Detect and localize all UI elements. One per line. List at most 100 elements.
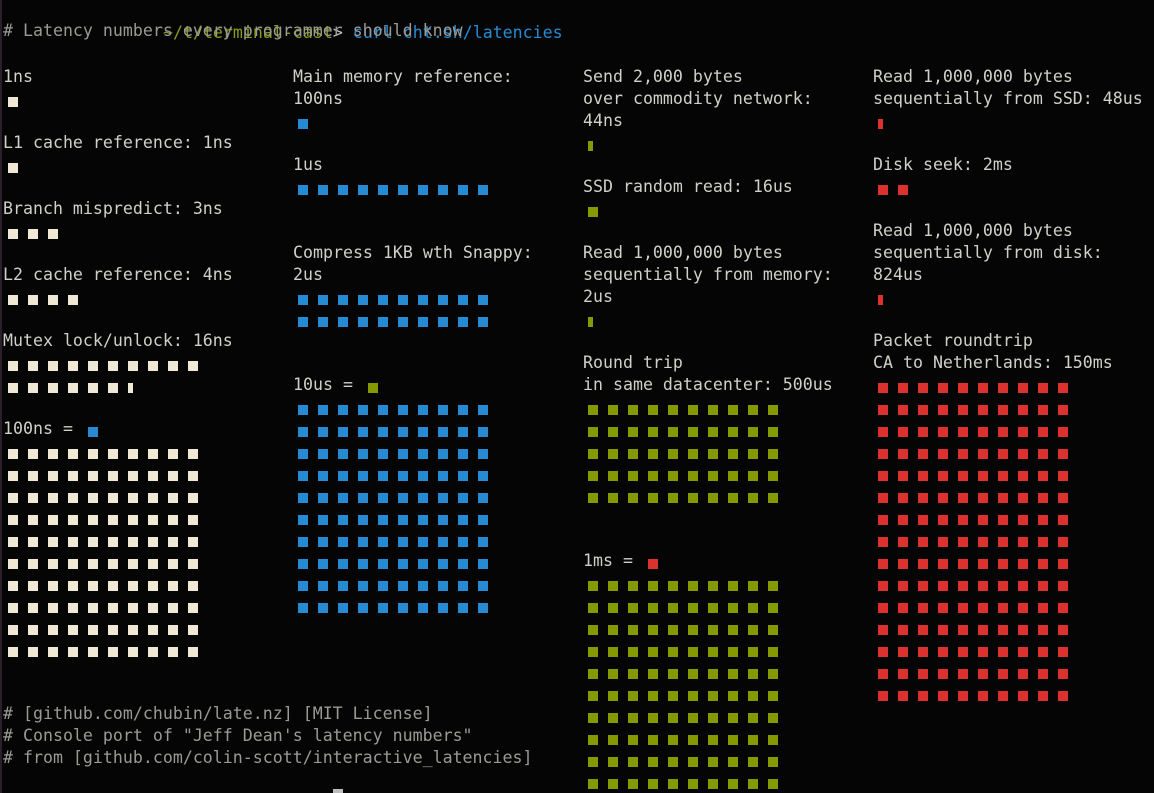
latency-square-icon — [318, 185, 328, 195]
latency-square-icon — [1058, 405, 1068, 415]
latency-square-icon — [1058, 603, 1068, 613]
scale-grid-square-icon — [108, 625, 118, 635]
scale-grid-square-icon — [648, 581, 658, 591]
latency-square-icon — [998, 691, 1008, 701]
scale-grid-square-icon — [418, 537, 428, 547]
scale-grid-square-icon — [338, 493, 348, 503]
scale-grid-square-icon — [728, 669, 738, 679]
latency-square-icon — [8, 97, 18, 107]
latency-square-icon — [918, 669, 928, 679]
scale-grid-square-icon — [28, 647, 38, 657]
latency-square-icon — [998, 493, 1008, 503]
latency-square-icon — [608, 405, 618, 415]
scale-grid-square-icon — [298, 427, 308, 437]
latency-square-icon — [708, 449, 718, 459]
scale-grid-square-icon — [728, 625, 738, 635]
latency-square-icon — [898, 691, 908, 701]
latency-square-icon — [318, 295, 328, 305]
latency-square-icon — [878, 625, 888, 635]
latency-square-icon — [938, 405, 948, 415]
scale-grid-square-icon — [608, 713, 618, 723]
latency-square-icon — [748, 449, 758, 459]
latency-square-icon — [458, 295, 468, 305]
latency-square-icon — [708, 427, 718, 437]
scale-grid-square-icon — [338, 471, 348, 481]
latency-square-icon — [728, 493, 738, 503]
scale-grid-square-icon — [358, 559, 368, 569]
scale-grid-square-icon — [128, 603, 138, 613]
latency-square-icon — [918, 559, 928, 569]
scale-grid-square-icon — [668, 669, 678, 679]
latency-square-icon — [978, 669, 988, 679]
scale-grid-square-icon — [688, 647, 698, 657]
latency-square-icon — [298, 185, 308, 195]
latency-square-icon — [588, 207, 598, 217]
scale-grid-square-icon — [588, 757, 598, 767]
scale-grid-square-icon — [668, 691, 678, 701]
latency-square-icon — [1018, 559, 1028, 569]
latency-square-icon — [998, 603, 1008, 613]
latency-square-icon — [918, 647, 928, 657]
scale-grid-square-icon — [68, 559, 78, 569]
scale-grid-square-icon — [68, 537, 78, 547]
scale-grid-square-icon — [148, 515, 158, 525]
latency-square-icon — [8, 361, 18, 371]
item-label: 2us — [293, 265, 323, 284]
scale-grid-square-icon — [628, 581, 638, 591]
scale-grid-square-icon — [318, 405, 328, 415]
scale-grid-square-icon — [628, 691, 638, 701]
scale-grid-square-icon — [298, 405, 308, 415]
latency-square-icon — [128, 361, 138, 371]
latency-square-icon — [978, 559, 988, 569]
scale-grid-square-icon — [668, 735, 678, 745]
latency-square-icon — [708, 405, 718, 415]
latency-square-icon — [898, 559, 908, 569]
latency-square-icon — [998, 515, 1008, 525]
latency-square-icon — [1058, 515, 1068, 525]
scale-grid-square-icon — [188, 471, 198, 481]
scale-grid-square-icon — [438, 449, 448, 459]
latency-square-icon — [918, 427, 928, 437]
scale-grid-square-icon — [298, 493, 308, 503]
item-label: SSD random read: 16us — [583, 177, 793, 196]
latency-square-icon — [878, 383, 888, 393]
item-label: 44ns — [583, 111, 623, 130]
latency-square-icon — [878, 603, 888, 613]
scale-grid-square-icon — [378, 427, 388, 437]
latency-square-icon — [898, 537, 908, 547]
latency-square-icon — [978, 515, 988, 525]
latency-square-icon — [1038, 471, 1048, 481]
latency-square-icon — [398, 185, 408, 195]
scale-grid-square-icon — [378, 471, 388, 481]
scale-grid-square-icon — [298, 603, 308, 613]
latency-square-icon — [668, 493, 678, 503]
scale-grid-square-icon — [458, 449, 468, 459]
scale-grid-square-icon — [338, 581, 348, 591]
scale-grid-square-icon — [108, 471, 118, 481]
latency-square-icon — [768, 405, 778, 415]
latency-square-icon — [68, 361, 78, 371]
scale-grid-square-icon — [8, 581, 18, 591]
latency-square-icon — [708, 493, 718, 503]
scale-grid-square-icon — [628, 625, 638, 635]
scale-grid-square-icon — [648, 669, 658, 679]
scale-grid-square-icon — [8, 493, 18, 503]
item-label: CA to Netherlands: 150ms — [873, 353, 1113, 372]
scale-grid-square-icon — [68, 471, 78, 481]
latency-square-icon — [588, 405, 598, 415]
latency-square-icon — [978, 471, 988, 481]
scale-grid-square-icon — [298, 449, 308, 459]
scale-grid-square-icon — [128, 471, 138, 481]
scale-grid-square-icon — [628, 647, 638, 657]
item-label: 1us — [293, 155, 323, 174]
scale-grid-square-icon — [748, 713, 758, 723]
latency-square-icon — [8, 229, 18, 239]
latency-square-icon — [958, 383, 968, 393]
scale-grid-square-icon — [188, 537, 198, 547]
scale-grid-square-icon — [478, 449, 488, 459]
latency-square-icon — [978, 537, 988, 547]
latency-square-icon — [958, 603, 968, 613]
scale-grid-square-icon — [378, 493, 388, 503]
latency-square-icon — [608, 449, 618, 459]
scale-grid-square-icon — [478, 581, 488, 591]
